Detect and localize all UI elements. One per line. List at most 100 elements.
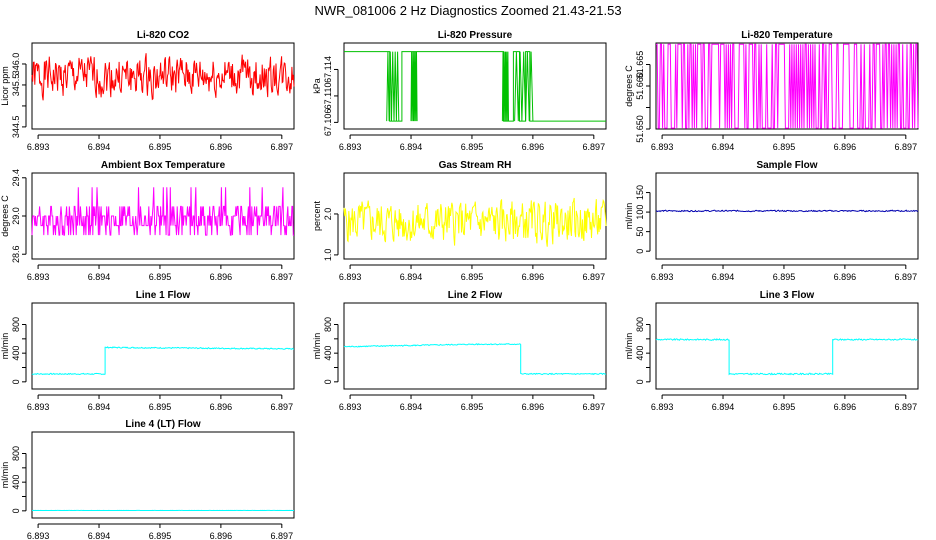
- y-tick-label: 800: [323, 317, 333, 332]
- x-tick-label: 6.894: [712, 402, 735, 412]
- y-tick-label: 0: [635, 249, 645, 254]
- panel-title: Li-820 CO2: [137, 30, 190, 41]
- series-line: [344, 51, 606, 122]
- x-tick-label: 6.893: [27, 272, 50, 282]
- y-tick-label: 67.114: [323, 56, 333, 83]
- x-tick-label: 6.893: [651, 402, 674, 412]
- chart-panel: Line 3 Flow 6.893 6.894 6.895 6.896 6.897 0 400…: [624, 290, 919, 412]
- y-tick-label: 29.4: [11, 169, 21, 187]
- x-tick-label: 6.893: [339, 402, 362, 412]
- y-axis: 0 400 800: [11, 317, 27, 384]
- x-tick-label: 6.894: [400, 272, 423, 282]
- x-tick-label: 6.897: [271, 402, 294, 412]
- x-tick-label: 6.893: [651, 142, 674, 152]
- y-tick-label: 67.106: [323, 109, 333, 137]
- x-tick-label: 6.895: [149, 272, 172, 282]
- x-tick-label: 6.895: [773, 402, 796, 412]
- x-tick-label: 6.896: [522, 402, 545, 412]
- x-tick-label: 6.896: [834, 272, 857, 282]
- y-axis: 0 400 800: [323, 317, 339, 384]
- y-tick-label: 67.110: [323, 82, 333, 109]
- x-tick-label: 6.897: [895, 272, 918, 282]
- chart-panel: Sample Flow 6.893 6.894 6.895 6.896 6.897 0 50 1…: [624, 160, 919, 282]
- series-toggle: [514, 51, 534, 122]
- y-axis: 0 400 800: [11, 446, 27, 513]
- x-tick-label: 6.896: [210, 531, 233, 540]
- y-axis-label: ml/min: [0, 333, 10, 360]
- x-tick-label: 6.897: [583, 142, 606, 152]
- x-tick-label: 6.897: [895, 402, 918, 412]
- chart-panel: Li-820 Pressure 6.893 6.894 6.895 6.896 6.897…: [312, 30, 607, 152]
- y-tick-label: 800: [11, 446, 21, 461]
- y-tick-label: 400: [323, 346, 333, 361]
- panel-title: Line 3 Flow: [760, 290, 815, 301]
- panels: Li-820 CO2 6.893 6.894 6.895 6.896 6.897 344.5…: [0, 30, 919, 540]
- x-tick-label: 6.896: [210, 272, 233, 282]
- plot-frame: [343, 172, 607, 260]
- panel-title: Line 2 Flow: [448, 290, 503, 301]
- plot-frame: [343, 302, 607, 390]
- x-tick-label: 6.896: [834, 142, 857, 152]
- x-tick-label: 6.895: [461, 142, 484, 152]
- y-tick-label: 29.0: [11, 207, 21, 225]
- y-tick-label: 2.0: [323, 208, 333, 221]
- series-line: [31, 346, 295, 376]
- y-tick-label: 800: [11, 317, 21, 332]
- x-axis: 6.893 6.894 6.895 6.896 6.897: [339, 264, 605, 282]
- panel-title: Gas Stream RH: [439, 160, 512, 171]
- series-toggle: [410, 51, 418, 122]
- x-tick-label: 6.897: [271, 531, 294, 540]
- plot-frame: [655, 42, 919, 130]
- panel-title: Ambient Box Temperature: [101, 160, 226, 171]
- x-tick-label: 6.894: [712, 272, 735, 282]
- y-tick-label: 51.665: [635, 51, 645, 79]
- y-tick-label: 1.0: [323, 249, 333, 262]
- x-tick-label: 6.896: [522, 272, 545, 282]
- chart-panel: Line 1 Flow 6.893 6.894 6.895 6.896 6.897 0 400…: [0, 290, 295, 412]
- x-tick-label: 6.893: [651, 272, 674, 282]
- plot-frame: [655, 172, 919, 260]
- x-tick-label: 6.897: [895, 142, 918, 152]
- x-tick-label: 6.894: [88, 272, 111, 282]
- y-tick-label: 0: [11, 508, 21, 513]
- series-toggle: [501, 51, 509, 122]
- y-tick-label: 0: [635, 379, 645, 384]
- y-tick-label: 400: [635, 346, 645, 361]
- series-line: [343, 343, 607, 376]
- y-tick-label: 28.6: [11, 245, 21, 263]
- y-tick-label: 50: [635, 227, 645, 237]
- plot-frame: [343, 42, 607, 130]
- x-tick-label: 6.896: [522, 142, 545, 152]
- x-axis: 6.893 6.894 6.895 6.896 6.897: [27, 394, 294, 412]
- series-line: [655, 209, 919, 213]
- x-tick-label: 6.895: [461, 402, 484, 412]
- x-tick-label: 6.894: [88, 142, 111, 152]
- y-tick-label: 400: [11, 475, 21, 490]
- y-tick-label: 51.660: [635, 72, 645, 100]
- panel-title: Line 4 (LT) Flow: [125, 419, 201, 430]
- x-tick-label: 6.895: [461, 272, 484, 282]
- x-axis: 6.893 6.894 6.895 6.896 6.897: [339, 134, 606, 152]
- x-tick-label: 6.896: [210, 142, 233, 152]
- y-axis: 28.6 29.0 29.4: [11, 169, 27, 263]
- y-tick-label: 150: [635, 185, 645, 200]
- plot-frame: [31, 42, 295, 130]
- x-tick-label: 6.894: [400, 402, 423, 412]
- chart-panel: Ambient Box Temperature 6.893 6.894 6.895 6.…: [0, 160, 295, 282]
- x-tick-label: 6.896: [834, 402, 857, 412]
- y-tick-label: 100: [635, 205, 645, 220]
- x-tick-label: 6.895: [149, 531, 172, 540]
- y-axis-label: ml/min: [624, 203, 634, 230]
- x-tick-label: 6.897: [271, 142, 294, 152]
- plot-frame: [31, 302, 295, 390]
- series-line: [31, 187, 294, 236]
- x-axis: 6.893 6.894 6.895 6.896 6.897: [339, 394, 605, 412]
- y-tick-label: 346.0: [11, 53, 21, 76]
- x-tick-label: 6.896: [210, 402, 233, 412]
- figure-title: NWR_081006 2 Hz Diagnostics Zoomed 21.43…: [314, 3, 621, 18]
- y-axis: 1.0 2.0: [323, 208, 339, 262]
